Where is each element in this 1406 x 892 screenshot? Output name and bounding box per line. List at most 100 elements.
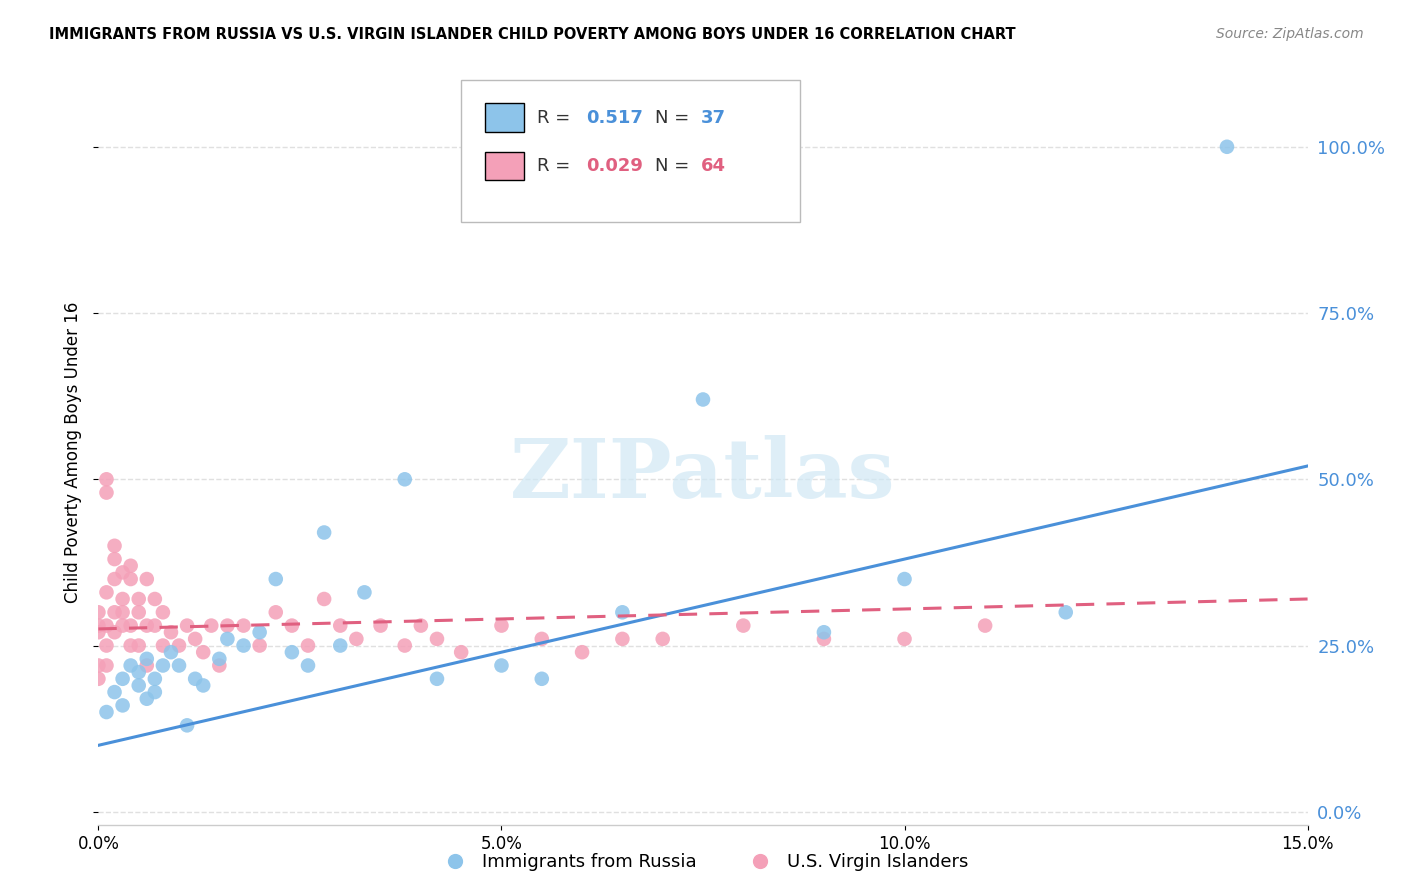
Point — [893, 632, 915, 646]
Point — [200, 618, 222, 632]
Point — [353, 585, 375, 599]
FancyBboxPatch shape — [485, 103, 524, 132]
Point — [96, 472, 118, 486]
Point — [160, 645, 183, 659]
Point — [733, 618, 755, 632]
Point — [143, 618, 166, 632]
Point — [120, 639, 142, 653]
Point — [96, 585, 118, 599]
Point — [152, 639, 174, 653]
Point — [167, 639, 190, 653]
Text: 37: 37 — [700, 109, 725, 127]
Point — [103, 685, 125, 699]
Point — [160, 625, 183, 640]
Text: 64: 64 — [700, 157, 725, 175]
Point — [193, 678, 215, 692]
Point — [135, 572, 157, 586]
Point — [249, 625, 271, 640]
Point — [813, 632, 835, 646]
Point — [409, 618, 432, 632]
Point — [135, 658, 157, 673]
Y-axis label: Child Poverty Among Boys Under 16: Child Poverty Among Boys Under 16 — [65, 302, 83, 603]
Text: R =: R = — [537, 109, 576, 127]
Point — [450, 645, 472, 659]
Point — [96, 705, 118, 719]
Point — [208, 652, 231, 666]
Point — [87, 625, 110, 640]
Point — [96, 618, 118, 632]
Point — [491, 658, 513, 673]
Point — [128, 605, 150, 619]
Point — [111, 698, 134, 713]
Point — [1216, 140, 1239, 154]
Point — [217, 632, 239, 646]
Text: Source: ZipAtlas.com: Source: ZipAtlas.com — [1216, 27, 1364, 41]
Point — [281, 618, 304, 632]
Legend: Immigrants from Russia, U.S. Virgin Islanders: Immigrants from Russia, U.S. Virgin Isla… — [430, 847, 976, 879]
Point — [103, 605, 125, 619]
Point — [184, 672, 207, 686]
Point — [135, 691, 157, 706]
Point — [135, 618, 157, 632]
Point — [426, 632, 449, 646]
Point — [264, 572, 287, 586]
Point — [103, 625, 125, 640]
Point — [167, 658, 190, 673]
Point — [103, 572, 125, 586]
Point — [152, 605, 174, 619]
Point — [1054, 605, 1077, 619]
Point — [184, 632, 207, 646]
Text: N =: N = — [655, 157, 695, 175]
Point — [87, 618, 110, 632]
Point — [96, 485, 118, 500]
Point — [297, 658, 319, 673]
Point — [103, 552, 125, 566]
Text: N =: N = — [655, 109, 695, 127]
Point — [264, 605, 287, 619]
Text: IMMIGRANTS FROM RUSSIA VS U.S. VIRGIN ISLANDER CHILD POVERTY AMONG BOYS UNDER 16: IMMIGRANTS FROM RUSSIA VS U.S. VIRGIN IS… — [49, 27, 1015, 42]
Point — [120, 618, 142, 632]
Point — [111, 618, 134, 632]
Point — [111, 592, 134, 607]
Point — [612, 605, 634, 619]
Point — [135, 652, 157, 666]
Point — [651, 632, 673, 646]
Point — [394, 472, 416, 486]
Point — [193, 645, 215, 659]
Point — [344, 632, 367, 646]
Point — [426, 672, 449, 686]
Text: R =: R = — [537, 157, 576, 175]
Point — [232, 639, 254, 653]
Point — [329, 639, 352, 653]
Point — [692, 392, 714, 407]
Point — [329, 618, 352, 632]
Point — [152, 658, 174, 673]
Point — [120, 572, 142, 586]
Point — [120, 658, 142, 673]
Point — [176, 618, 198, 632]
Point — [143, 592, 166, 607]
Point — [128, 678, 150, 692]
Point — [893, 572, 915, 586]
Point — [111, 672, 134, 686]
Point — [232, 618, 254, 632]
Text: 0.029: 0.029 — [586, 157, 643, 175]
Point — [612, 632, 634, 646]
Point — [143, 685, 166, 699]
Point — [87, 658, 110, 673]
Point — [249, 639, 271, 653]
Point — [87, 605, 110, 619]
Point — [103, 539, 125, 553]
Point — [530, 632, 553, 646]
Point — [813, 625, 835, 640]
FancyBboxPatch shape — [461, 80, 800, 222]
Point — [96, 658, 118, 673]
Point — [370, 618, 392, 632]
FancyBboxPatch shape — [485, 152, 524, 180]
Point — [176, 718, 198, 732]
Point — [128, 639, 150, 653]
Point — [297, 639, 319, 653]
Point — [208, 658, 231, 673]
Text: 0.517: 0.517 — [586, 109, 643, 127]
Point — [143, 672, 166, 686]
